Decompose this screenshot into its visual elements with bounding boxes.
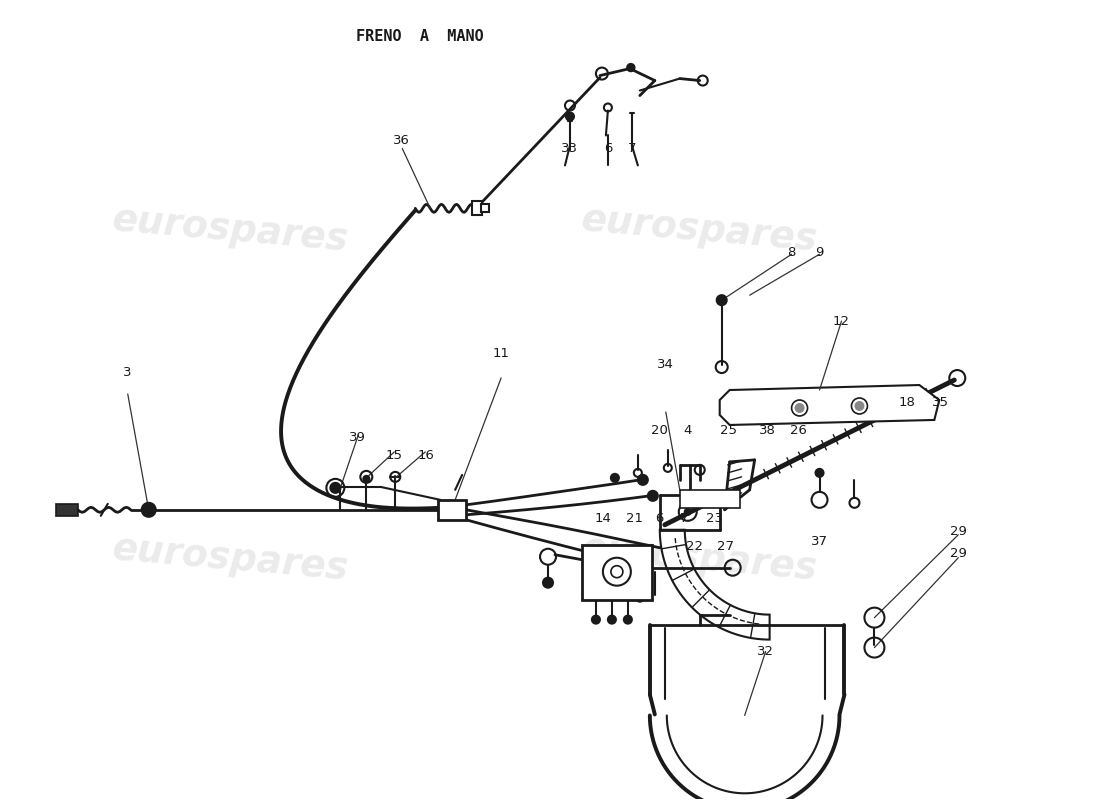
Circle shape: [685, 509, 691, 515]
Text: eurospares: eurospares: [111, 531, 350, 588]
Bar: [56, 504, 78, 516]
Text: 36: 36: [394, 134, 410, 147]
Text: 38: 38: [759, 424, 775, 437]
Text: 8: 8: [788, 246, 795, 258]
Circle shape: [566, 113, 574, 121]
Circle shape: [330, 483, 340, 493]
Circle shape: [543, 578, 553, 588]
Text: 16: 16: [418, 450, 434, 462]
Text: 9: 9: [815, 246, 823, 258]
Text: 29: 29: [950, 526, 967, 538]
Text: 39: 39: [350, 431, 366, 444]
Bar: [582, 545, 652, 600]
Text: 33: 33: [561, 142, 579, 155]
Text: 14: 14: [594, 512, 612, 525]
Circle shape: [610, 474, 619, 482]
Text: 21: 21: [626, 512, 644, 525]
Text: 34: 34: [657, 358, 673, 370]
Text: 26: 26: [790, 424, 806, 437]
Bar: [472, 202, 482, 215]
Circle shape: [608, 616, 616, 624]
Text: 7: 7: [680, 512, 689, 525]
Bar: [481, 204, 490, 212]
Text: 29: 29: [950, 547, 967, 560]
Text: 15: 15: [386, 450, 403, 462]
Text: 35: 35: [933, 396, 949, 409]
Circle shape: [624, 616, 631, 624]
Polygon shape: [719, 385, 939, 425]
Text: FRENO  A  MANO: FRENO A MANO: [356, 29, 484, 44]
Circle shape: [363, 476, 370, 482]
Text: 25: 25: [720, 424, 737, 437]
Text: 32: 32: [757, 645, 773, 658]
Circle shape: [794, 403, 804, 413]
Circle shape: [648, 491, 658, 501]
Text: 20: 20: [651, 424, 668, 437]
Bar: [438, 500, 466, 520]
Text: 23: 23: [706, 512, 723, 525]
Circle shape: [855, 401, 865, 411]
Circle shape: [592, 616, 600, 624]
Text: 3: 3: [123, 366, 132, 378]
Circle shape: [627, 63, 635, 71]
Text: 7: 7: [628, 142, 637, 155]
Polygon shape: [660, 530, 770, 639]
Text: 37: 37: [811, 535, 827, 548]
Text: 27: 27: [717, 541, 734, 554]
Text: 6: 6: [656, 512, 664, 525]
Text: eurospares: eurospares: [111, 202, 350, 258]
Circle shape: [638, 475, 648, 485]
Text: eurospares: eurospares: [580, 202, 820, 258]
Text: 22: 22: [686, 541, 703, 554]
Bar: [680, 490, 739, 508]
Text: 4: 4: [683, 424, 692, 437]
Text: 6: 6: [604, 142, 613, 155]
Circle shape: [636, 594, 644, 602]
Circle shape: [717, 295, 727, 305]
Text: 12: 12: [833, 315, 849, 328]
Text: eurospares: eurospares: [580, 531, 820, 588]
Text: 18: 18: [899, 396, 915, 409]
Circle shape: [815, 469, 824, 477]
Text: 11: 11: [492, 347, 509, 360]
Circle shape: [142, 503, 156, 517]
